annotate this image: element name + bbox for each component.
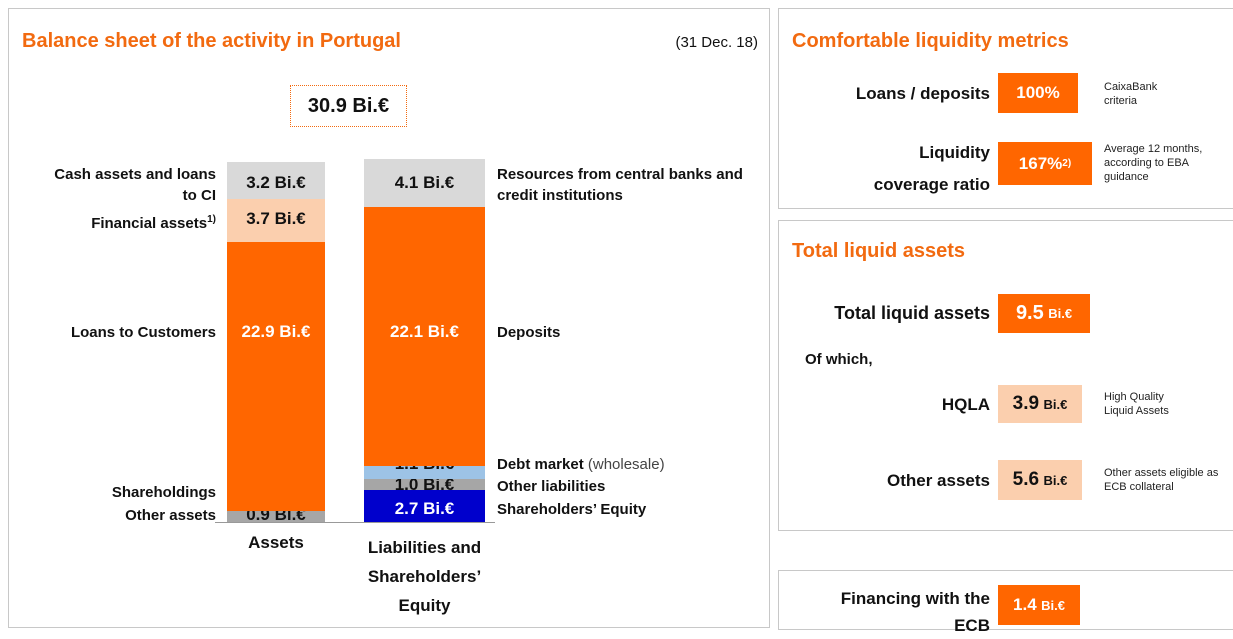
bar-segment — [227, 199, 325, 243]
value-box: 100% — [998, 73, 1078, 113]
unit: Bi.€ — [1043, 472, 1068, 488]
segment-value: 1.0 Bi.€ — [394, 475, 455, 494]
category-label: Assets — [248, 533, 304, 552]
bar-segment — [227, 242, 325, 511]
value: 9.5 — [1015, 302, 1044, 324]
total-box: 30.9 Bi.€ — [290, 85, 407, 127]
name: Shareholders’ Equity — [497, 501, 647, 518]
name: Debt market — [497, 456, 584, 473]
footnote: 2) — [1062, 158, 1072, 169]
segment-value: 2.7 Bi.€ — [394, 499, 455, 518]
bar-segment — [364, 207, 485, 466]
segment-value: 4.1 Bi.€ — [394, 173, 455, 192]
row-label: Total liquid assets — [834, 303, 990, 323]
bar-segment — [227, 511, 325, 522]
category-label: Liabilities and Shareholders’ Equity — [367, 538, 482, 615]
date: (31 Dec. 18) — [675, 34, 758, 51]
bar-segment — [364, 159, 485, 208]
row-label: HQLA — [941, 395, 990, 414]
row-label: Liquidity coverage ratio — [873, 143, 990, 194]
name: Other assets — [125, 507, 216, 524]
value: 167% — [1018, 153, 1063, 173]
segment-value: 22.1 Bi.€ — [390, 322, 459, 341]
segment-value: 3.2 Bi.€ — [246, 173, 306, 192]
row-note: High Quality Liquid Assets — [1104, 391, 1169, 417]
name: Cash assets and loans to CI — [54, 166, 216, 204]
balance-title: Balance sheet of the activity in Portuga… — [22, 30, 401, 52]
value-box: 5.6 Bi.€ — [998, 460, 1082, 500]
bar-segment — [364, 490, 485, 522]
segment-name: Other assets — [36, 505, 216, 526]
value-box: 167% 2) — [998, 142, 1092, 185]
value-box: 3.9 Bi.€ — [998, 385, 1082, 423]
footnote: 1) — [207, 214, 216, 225]
bar-segment — [227, 161, 325, 200]
name: Other liabilities — [497, 478, 606, 495]
slide: Balance sheet of the activity in Portuga… — [8, 8, 1233, 635]
unit: Bi.€ — [1041, 597, 1065, 613]
segment-name: Shareholdings — [36, 482, 216, 503]
segment-name: Loans to Customers — [36, 322, 216, 343]
row-label: Loans / deposits — [855, 84, 990, 103]
name: Resources from central banks and credit … — [497, 166, 743, 204]
name: Shareholdings — [111, 484, 216, 501]
row-label: Other assets — [887, 471, 990, 490]
row-note: Average 12 months, according to EBA guid… — [1104, 143, 1203, 183]
segment-name: Resources from central banks and credit … — [497, 164, 757, 206]
segment-name: Other liabilities — [497, 476, 757, 497]
segment-name: Debt market (wholesale) — [497, 454, 757, 475]
bar-segment — [227, 510, 325, 512]
segment-name: Shareholders’ Equity — [497, 499, 757, 520]
segment-name: Financial assets1) — [36, 209, 216, 234]
name: Loans to Customers — [70, 324, 216, 341]
bar-segment — [364, 465, 485, 479]
value: 3.9 — [1012, 393, 1040, 414]
value: 5.6 — [1012, 469, 1040, 490]
value: 1.4 — [1013, 595, 1037, 614]
unit: Bi.€ — [1043, 396, 1068, 412]
value-box: 9.5 Bi.€ — [998, 294, 1090, 333]
name: Financial assets — [91, 215, 208, 232]
liquid-assets-title: Total liquid assets — [792, 240, 965, 262]
of-which: Of which, — [805, 351, 873, 368]
liquid-assets-panel — [778, 220, 1233, 531]
qualifier: (wholesale) — [587, 456, 665, 473]
liquidity-panel — [778, 8, 1233, 209]
segment-value: 22.9 Bi.€ — [241, 322, 311, 341]
bar-segment — [364, 478, 485, 491]
segment-name: Deposits — [497, 322, 757, 343]
row-note: CaixaBank criteria — [1104, 81, 1158, 107]
liquidity-title: Comfortable liquidity metrics — [792, 30, 1069, 52]
unit: Bi.€ — [1048, 306, 1073, 321]
value-box: 1.4 Bi.€ — [998, 585, 1080, 625]
baseline — [215, 522, 495, 523]
segment-value: 3.7 Bi.€ — [246, 209, 306, 228]
name: Deposits — [497, 324, 561, 341]
row-note: Other assets eligible as ECB collateral — [1104, 467, 1219, 493]
segment-name: Cash assets and loans to CI — [36, 164, 216, 206]
row-label: Financing with the ECB — [840, 589, 990, 635]
